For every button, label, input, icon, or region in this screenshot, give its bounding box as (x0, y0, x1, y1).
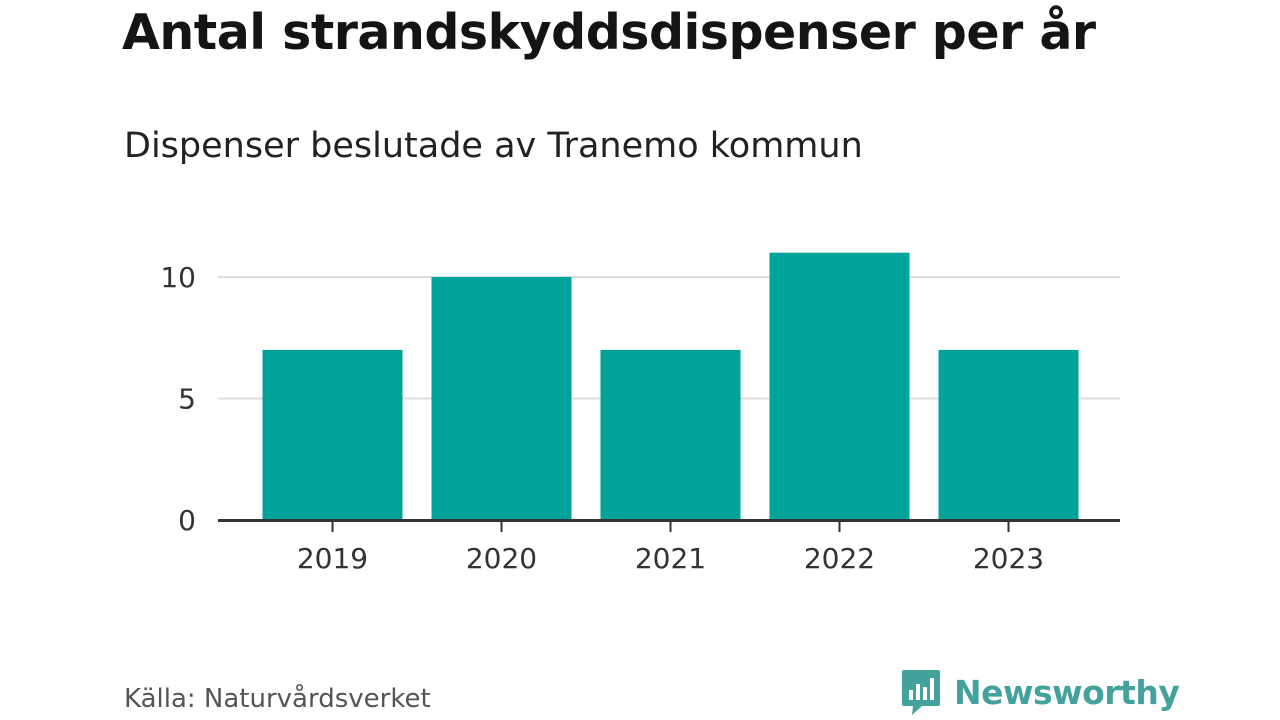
bar-2020 (431, 277, 572, 520)
newsworthy-logo-icon (902, 670, 940, 715)
bar-2023 (938, 349, 1079, 520)
x-tick-label: 2023 (973, 542, 1044, 575)
x-tick-label: 2019 (297, 542, 368, 575)
bar-2021 (600, 349, 741, 520)
bar-2022 (769, 252, 910, 520)
y-tick-label: 10 (160, 261, 196, 294)
x-axis-tick-labels: 2019 2020 2021 2022 2023 (297, 542, 1044, 575)
x-tick-label: 2022 (804, 542, 875, 575)
y-tick-label: 0 (178, 504, 196, 537)
source-note: Källa: Naturvårdsverket (124, 684, 431, 714)
x-axis-ticks (331, 520, 1010, 532)
brand-name: Newsworthy (954, 672, 1180, 712)
x-tick-label: 2020 (466, 542, 537, 575)
chart-subtitle: Dispenser beslutade av Tranemo kommun (124, 126, 863, 166)
x-tick-label: 2021 (635, 542, 706, 575)
chart-title: Antal strandskyddsdispenser per år (122, 4, 1096, 61)
bar-2019 (262, 349, 403, 520)
y-axis-tick-labels: 0 5 10 (160, 261, 196, 537)
bars (262, 252, 1079, 520)
y-tick-label: 5 (178, 383, 196, 416)
newsworthy-logo: Newsworthy (900, 668, 1180, 716)
